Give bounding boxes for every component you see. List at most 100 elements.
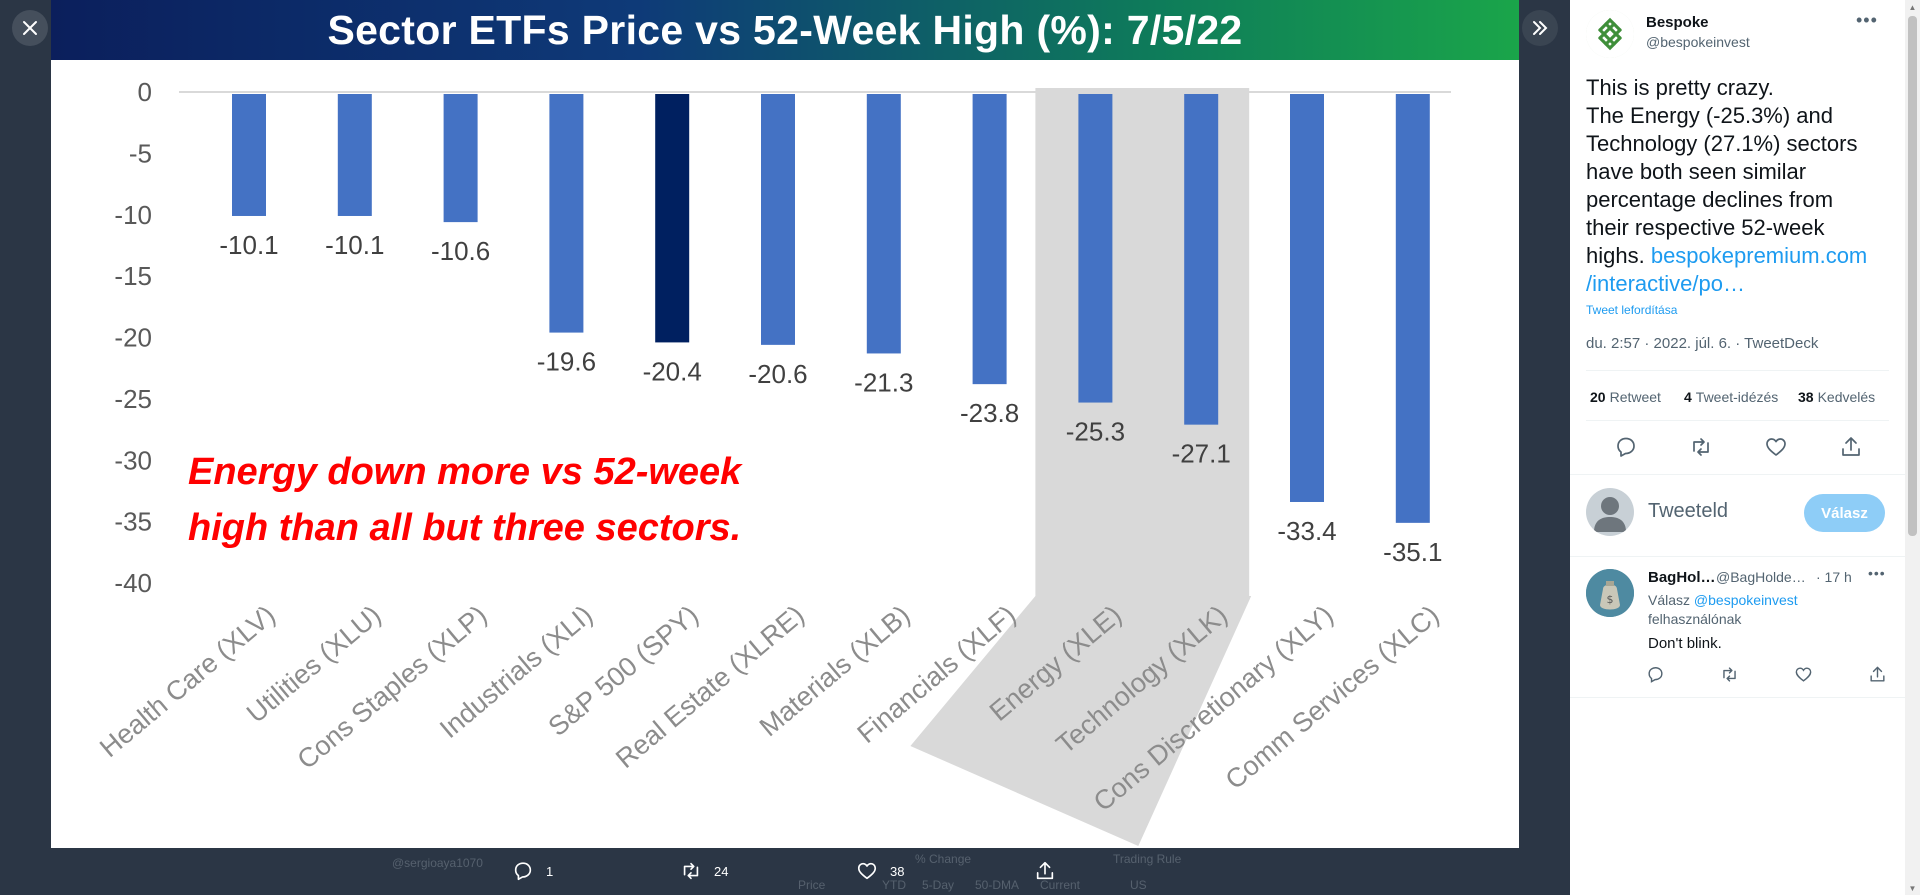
reply-to-suffix: felhasználónak bbox=[1648, 611, 1742, 627]
bar-chart: 0 -5 -10 -15 -20 -25 -30 -35 -40 -10.1 Health Care… bbox=[94, 77, 1451, 846]
y-tick-label: -40 bbox=[114, 568, 152, 598]
reply-compose-input[interactable]: Tweeteld bbox=[1648, 500, 1729, 522]
divider bbox=[1570, 474, 1905, 475]
ghost-50dma: 50-DMA bbox=[975, 878, 1020, 892]
scroll-up-icon[interactable]: ▲ bbox=[1908, 3, 1917, 12]
heart-icon[interactable] bbox=[1764, 435, 1788, 459]
divider bbox=[1586, 370, 1889, 371]
share-icon[interactable] bbox=[1868, 665, 1887, 684]
reply-count: 1 bbox=[546, 863, 554, 879]
action-bar: 1 24 38 bbox=[0, 852, 1570, 895]
reply-tweet[interactable]: $ BagHol… @BagHolde… · 17 h ••• Válasz @… bbox=[1570, 556, 1905, 698]
ghost-us: US bbox=[1130, 878, 1147, 892]
tweet-text-line: This is pretty crazy. bbox=[1586, 75, 1774, 100]
y-tick-label: -20 bbox=[114, 323, 152, 353]
reply-to-prefix: Válasz bbox=[1648, 592, 1691, 608]
retweet-icon[interactable] bbox=[1689, 435, 1713, 459]
share-icon bbox=[1036, 861, 1054, 880]
tweet-text: This is pretty crazy. The Energy (-25.3%… bbox=[1586, 74, 1896, 298]
tweet-image[interactable]: 0 -5 -10 -15 -20 -25 -30 -35 -40 -10.1 Health Care… bbox=[51, 0, 1519, 848]
bar-value-label: -23.8 bbox=[960, 398, 1019, 428]
ghost-change-label: % Change bbox=[915, 852, 972, 866]
bar bbox=[1184, 94, 1219, 425]
bar bbox=[1290, 94, 1324, 502]
translate-tweet-link[interactable]: Tweet lefordítása bbox=[1586, 303, 1678, 317]
tweet-text-line: highs. bbox=[1586, 243, 1651, 268]
tweet-text-line: percentage declines from bbox=[1586, 187, 1834, 212]
retweet-action[interactable]: 24 bbox=[680, 860, 728, 882]
user-avatar[interactable] bbox=[1586, 488, 1634, 536]
bar-value-label: -10.1 bbox=[219, 230, 278, 260]
reply-time[interactable]: · 17 h bbox=[1816, 569, 1852, 585]
reply-icon[interactable] bbox=[1646, 665, 1665, 684]
like-count: 38 bbox=[890, 863, 905, 879]
default-avatar-icon bbox=[1594, 497, 1626, 532]
close-icon[interactable] bbox=[12, 10, 48, 46]
reply-to-mention[interactable]: @bespokeinvest bbox=[1693, 592, 1798, 608]
more-icon[interactable]: ••• bbox=[1868, 565, 1886, 581]
reply-icon[interactable] bbox=[1614, 435, 1638, 459]
scrollbar[interactable]: ▲ ▼ bbox=[1905, 0, 1920, 895]
bar-value-label: -20.6 bbox=[748, 359, 807, 389]
bar-value-label: -33.4 bbox=[1277, 516, 1336, 546]
y-tick-label: -5 bbox=[129, 138, 152, 168]
bar bbox=[549, 94, 584, 333]
x-category-label: Real Estate (XLRE) bbox=[610, 600, 810, 774]
retweet-count: 24 bbox=[714, 863, 729, 879]
tweet-link[interactable]: bespokepremium.com bbox=[1650, 243, 1868, 268]
tweet-link-continued[interactable]: /interactive/po… bbox=[1586, 271, 1745, 296]
quotes-count: 4 bbox=[1684, 389, 1692, 405]
retweet-icon[interactable] bbox=[1720, 665, 1739, 684]
y-tick-label: -10 bbox=[114, 200, 152, 230]
bar-value-label: -25.3 bbox=[1066, 417, 1125, 447]
likes-label: Kedvelés bbox=[1817, 389, 1876, 405]
tweet-text-line: their respective 52-week bbox=[1586, 215, 1825, 240]
reply-action[interactable]: 1 bbox=[512, 860, 553, 882]
bar-value-label: -19.6 bbox=[537, 347, 596, 377]
quotes-stat[interactable]: 4 Tweet-idézés bbox=[1684, 389, 1778, 405]
bar bbox=[1078, 94, 1113, 403]
tweet-timestamp[interactable]: du. 2:57 · 2022. júl. 6. · TweetDeck bbox=[1586, 335, 1819, 352]
tweet-text-line: The Energy (-25.3%) and bbox=[1586, 103, 1834, 128]
ghost-price: Price bbox=[798, 878, 826, 892]
reply-button[interactable]: Válasz bbox=[1804, 494, 1885, 532]
reply-author-name[interactable]: BagHol… bbox=[1648, 569, 1716, 586]
divider bbox=[1586, 420, 1889, 421]
bar bbox=[443, 94, 478, 223]
chart-annotation-line-2: high than all but three sectors. bbox=[188, 507, 741, 549]
author-name[interactable]: Bespoke bbox=[1646, 14, 1709, 31]
chevron-double-right-icon[interactable] bbox=[1522, 10, 1558, 46]
heart-icon[interactable] bbox=[1794, 665, 1813, 684]
scroll-thumb[interactable] bbox=[1908, 16, 1917, 536]
share-icon[interactable] bbox=[1839, 435, 1863, 459]
author-avatar[interactable] bbox=[1586, 10, 1634, 58]
more-icon[interactable]: ••• bbox=[1856, 10, 1878, 30]
author-handle[interactable]: @bespokeinvest bbox=[1646, 34, 1750, 50]
ghost-user-handle: @sergioaya1070 bbox=[392, 856, 483, 870]
scroll-down-icon[interactable]: ▼ bbox=[1908, 884, 1917, 893]
bar-value-label: -21.3 bbox=[854, 367, 913, 397]
retweets-count: 20 bbox=[1590, 389, 1606, 405]
bar bbox=[655, 94, 690, 343]
retweets-stat[interactable]: 20 Retweet bbox=[1590, 389, 1661, 405]
likes-count: 38 bbox=[1798, 389, 1814, 405]
replying-to: Válasz @bespokeinvest felhasználónak bbox=[1648, 591, 1878, 629]
y-tick-label: 0 bbox=[138, 77, 152, 107]
media-viewer: @sergioaya1070 % Change Trading Rule Pri… bbox=[0, 0, 1570, 895]
y-tick-label: -30 bbox=[114, 445, 152, 475]
tweet-text-line: have both seen similar bbox=[1586, 159, 1807, 184]
likes-stat[interactable]: 38 Kedvelés bbox=[1798, 389, 1875, 405]
ghost-ytd: YTD bbox=[882, 878, 906, 892]
chart-title: Sector ETFs Price vs 52-Week High (%): 7… bbox=[327, 6, 1243, 53]
svg-text:$: $ bbox=[1607, 593, 1614, 606]
retweet-icon bbox=[683, 862, 699, 880]
share-action[interactable] bbox=[1034, 860, 1068, 882]
reply-author-avatar[interactable]: $ bbox=[1586, 569, 1634, 617]
like-action[interactable]: 38 bbox=[856, 860, 904, 882]
bar bbox=[972, 94, 1007, 385]
reply-text: Don't blink. bbox=[1648, 635, 1722, 652]
reply-author-handle[interactable]: @BagHolde… bbox=[1716, 569, 1806, 585]
chart-title-bar: Sector ETFs Price vs 52-Week High (%): 7… bbox=[51, 0, 1519, 60]
ghost-five-day: 5-Day bbox=[922, 878, 955, 892]
heart-icon bbox=[857, 862, 877, 880]
